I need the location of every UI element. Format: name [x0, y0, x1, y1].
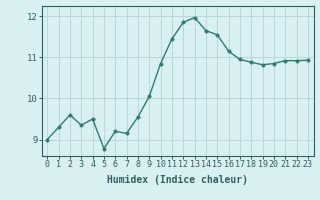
- X-axis label: Humidex (Indice chaleur): Humidex (Indice chaleur): [107, 175, 248, 185]
